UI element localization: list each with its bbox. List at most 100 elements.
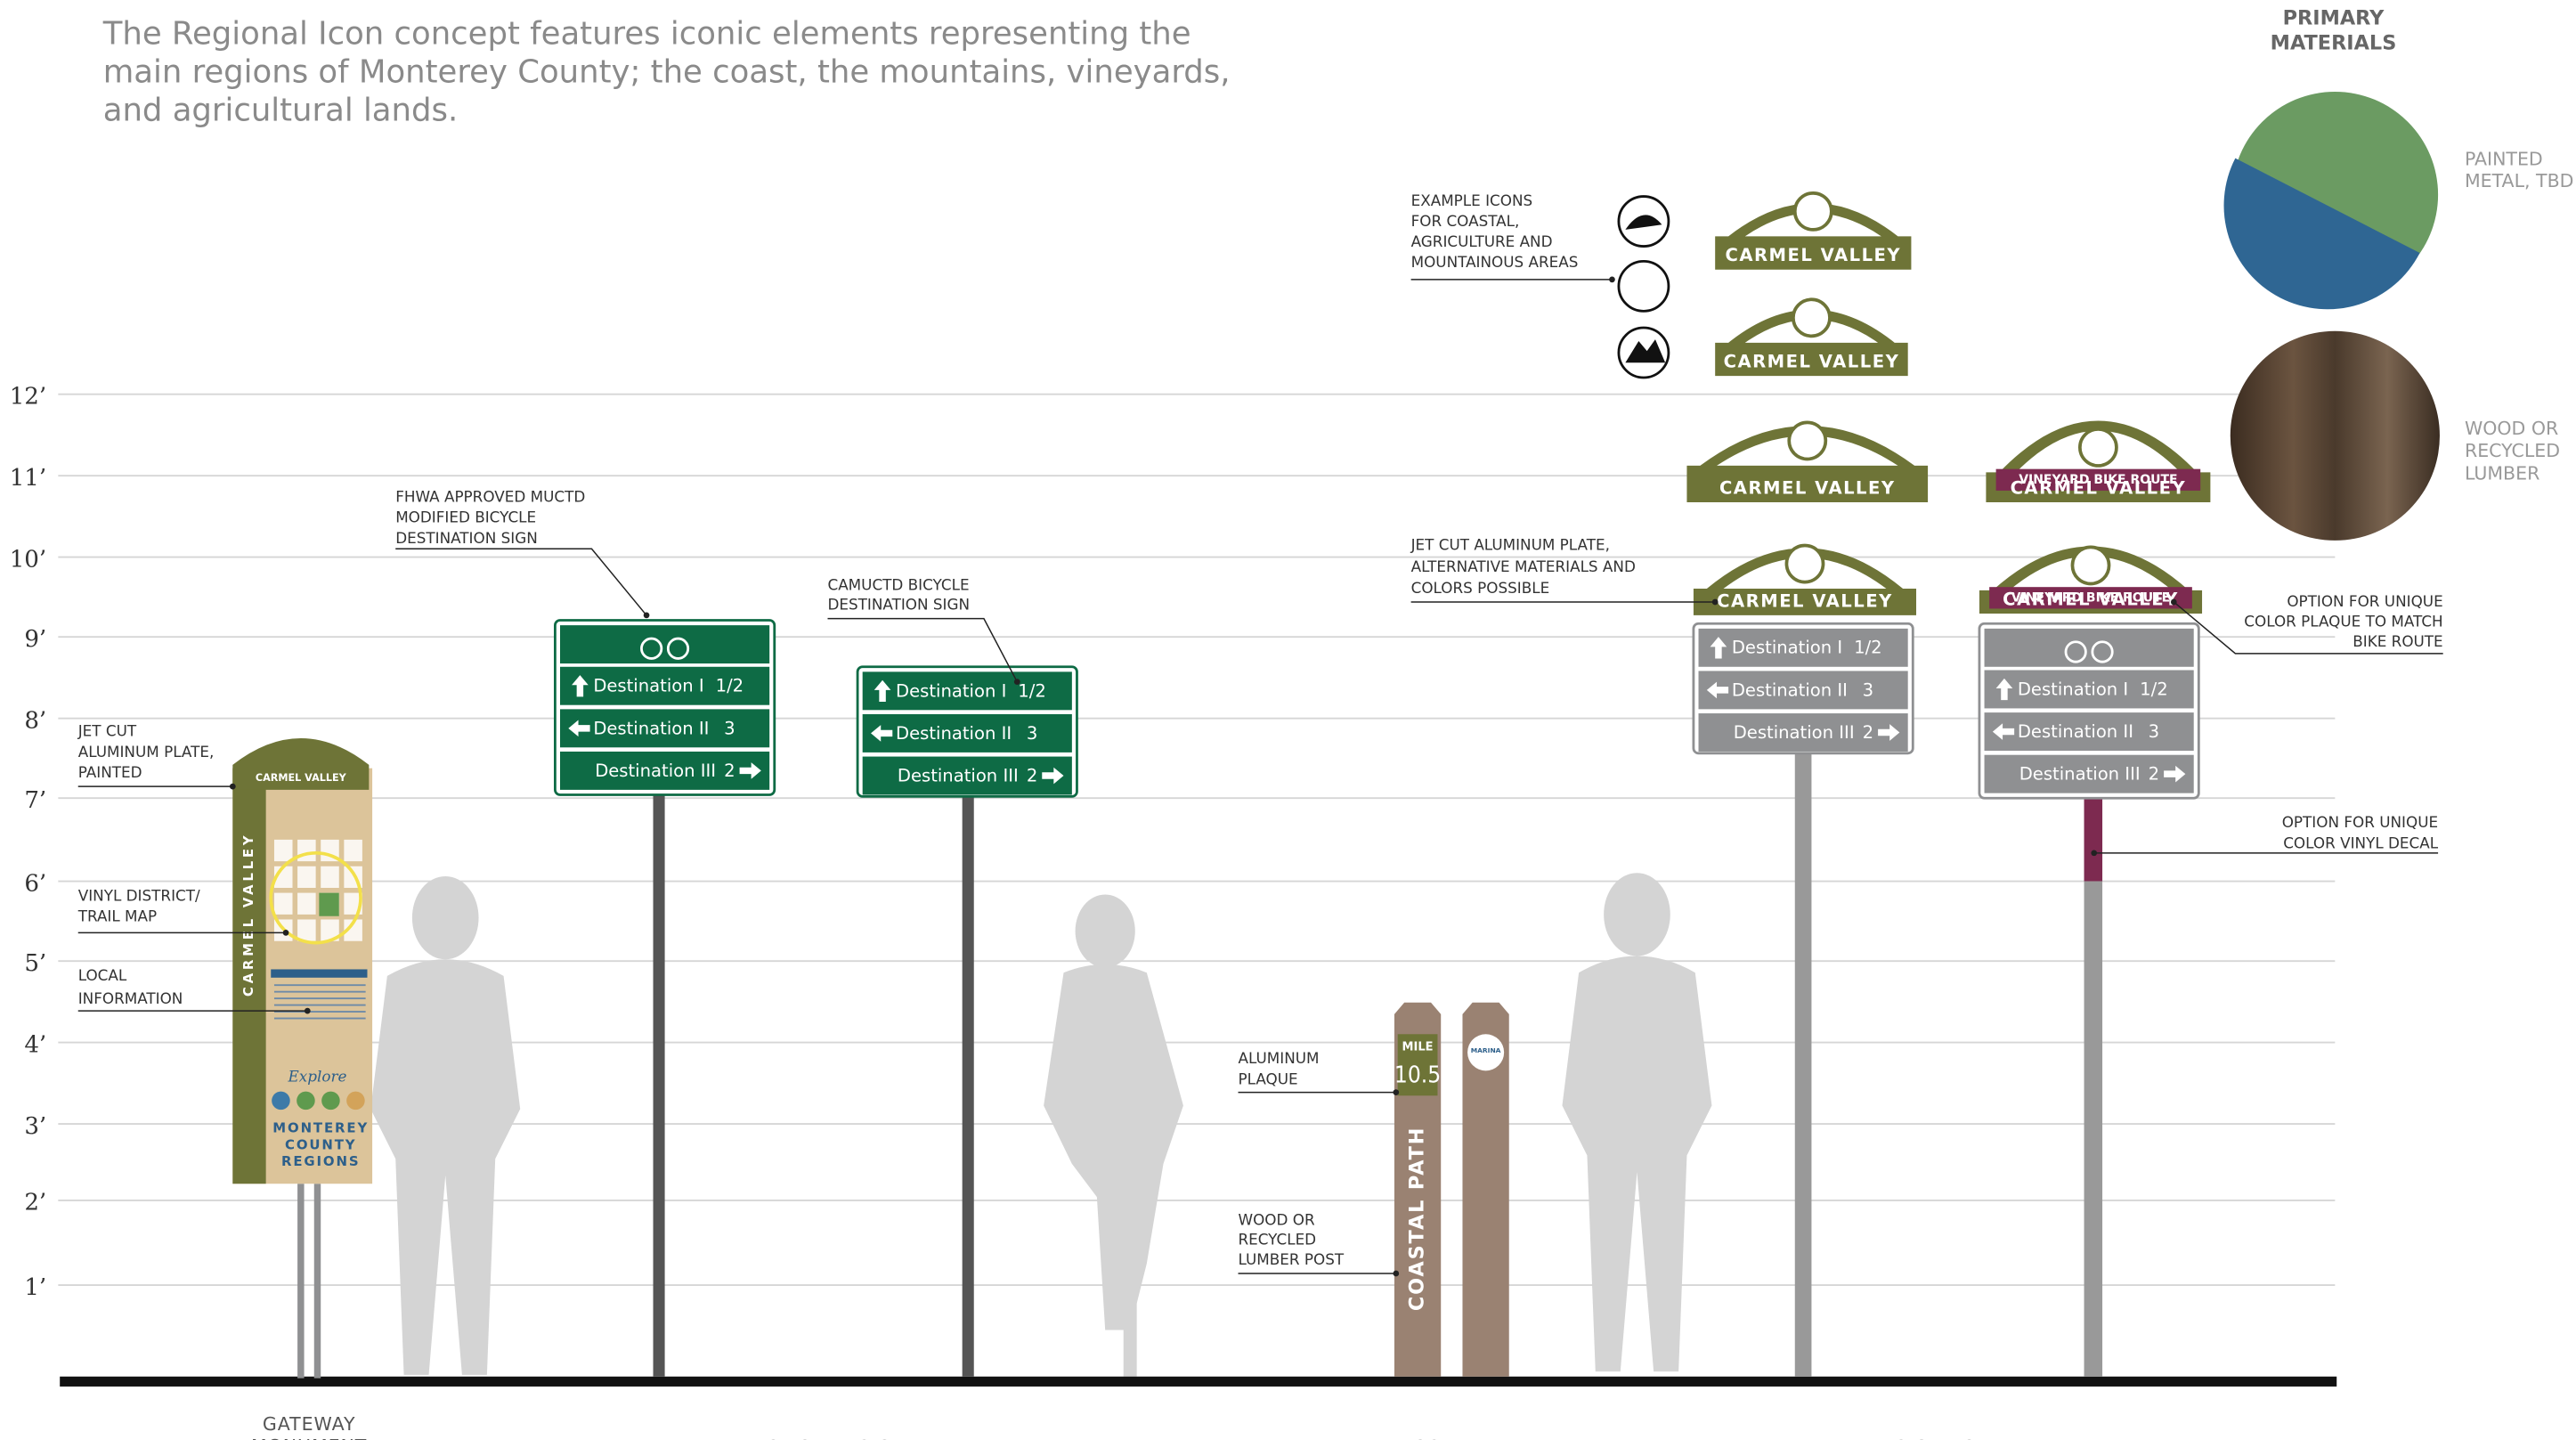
topper-icon bbox=[2080, 429, 2117, 466]
topper-name: CARMEL VALLEY bbox=[1717, 590, 1893, 611]
note-line: PAINTED bbox=[2465, 149, 2543, 170]
leader-dot bbox=[1393, 1089, 1399, 1095]
pole bbox=[654, 794, 665, 1376]
distance: 2 bbox=[1863, 722, 1873, 743]
leader-dot bbox=[644, 613, 650, 619]
note-line: ALTERNATIVE MATERIALS AND bbox=[1411, 557, 1636, 575]
topper-name: CARMEL VALLEY bbox=[1724, 352, 1900, 372]
ground bbox=[60, 1377, 2336, 1387]
sign-diagram: The Regional Icon concept features iconi… bbox=[0, 0, 2576, 1440]
height-label: 4’ bbox=[24, 1031, 46, 1058]
topper-icon bbox=[1793, 299, 1830, 336]
height-label: 1’ bbox=[24, 1274, 46, 1301]
note-line: LOCAL bbox=[78, 966, 127, 984]
region-icon bbox=[297, 1092, 315, 1111]
monument-title: CARMEL VALLEY bbox=[256, 772, 347, 784]
note-line: SIGN TOPPER bbox=[1896, 1436, 2027, 1440]
marina: MARINA bbox=[1471, 1046, 1501, 1054]
height-label: 10’ bbox=[10, 546, 47, 573]
region-icon bbox=[321, 1092, 340, 1111]
note-line: OPTION FOR UNIQUE bbox=[2282, 813, 2438, 831]
post bbox=[297, 1184, 304, 1378]
destination: Destination II bbox=[896, 723, 1012, 744]
distance: 2 bbox=[1027, 765, 1037, 785]
map-tile bbox=[321, 866, 339, 888]
note-line: RECYCLED bbox=[1239, 1231, 1317, 1249]
height-label: 9’ bbox=[24, 626, 46, 653]
destination: Destination III bbox=[2019, 764, 2141, 785]
distance: 2 bbox=[2149, 764, 2159, 785]
height-label: 3’ bbox=[24, 1113, 46, 1140]
map-tile bbox=[274, 893, 293, 915]
note-line: INFORMATION bbox=[78, 989, 183, 1007]
height-label: 11’ bbox=[10, 465, 47, 492]
destination: Destination II bbox=[2018, 721, 2133, 742]
topper-name: CARMEL VALLEY bbox=[2003, 590, 2179, 610]
note-line: WOOD OR bbox=[1239, 1210, 1315, 1228]
region-icon bbox=[272, 1092, 290, 1111]
silhouette bbox=[1044, 964, 1183, 1330]
silhouette bbox=[1076, 894, 1135, 967]
note-line: DESTINATION SIGN bbox=[827, 596, 970, 614]
distance: 3 bbox=[1863, 679, 1873, 700]
leader-dot bbox=[1609, 277, 1615, 283]
distance: 1/2 bbox=[1854, 638, 1882, 658]
note-line: main regions of Monterey County; the coa… bbox=[103, 53, 1231, 90]
note-line: DESTINATION SIGN bbox=[395, 529, 538, 547]
info-row bbox=[274, 997, 366, 999]
info-row bbox=[274, 1005, 366, 1006]
height-label: 2’ bbox=[24, 1190, 46, 1216]
note-line: BIKE ROUTE bbox=[2353, 632, 2442, 650]
map-tile bbox=[297, 893, 316, 915]
topper-icon bbox=[1789, 422, 1825, 459]
topper-icon bbox=[1795, 193, 1832, 230]
leader-line bbox=[395, 549, 646, 615]
silhouette bbox=[1562, 956, 1711, 1372]
distance: 1/2 bbox=[716, 676, 744, 696]
note-line: ALUMINUM PLATE, bbox=[78, 743, 215, 761]
note-line: MODIFIED BICYCLE bbox=[395, 508, 536, 526]
info-bar bbox=[271, 969, 367, 977]
note-line: JET CUT bbox=[77, 722, 137, 740]
note-line: MONTEREY bbox=[272, 1120, 369, 1136]
destination: Destination II bbox=[1732, 679, 1848, 700]
height-label: 6’ bbox=[24, 870, 46, 897]
destination: Destination I bbox=[896, 680, 1006, 701]
distance: 3 bbox=[1027, 723, 1037, 744]
note-line: and agricultural lands. bbox=[103, 92, 459, 128]
mile-number: 10.5 bbox=[1394, 1062, 1441, 1088]
note-line: MOUNTAINOUS AREAS bbox=[1411, 253, 1579, 271]
note-line: GATEWAY bbox=[263, 1413, 356, 1435]
leader-dot bbox=[1712, 599, 1719, 606]
post-text: COASTAL PATH bbox=[1406, 1127, 1429, 1311]
note-line: COUNTY bbox=[285, 1136, 356, 1152]
note-line: MONUMENT bbox=[251, 1436, 367, 1440]
topper-icon bbox=[2072, 547, 2109, 583]
leader-dot bbox=[1393, 1271, 1399, 1277]
topper-icon bbox=[1786, 546, 1823, 582]
topper-name: CARMEL VALLEY bbox=[1725, 245, 1901, 265]
note-line: TRAIL MAP bbox=[77, 907, 157, 925]
note-line: VINYL DISTRICT/ bbox=[78, 886, 200, 904]
note-line: RECYCLED bbox=[2465, 440, 2560, 461]
info-row bbox=[274, 984, 366, 986]
distance: 2 bbox=[724, 761, 735, 781]
note-line: DIRECTIONAL SIGN bbox=[719, 1436, 906, 1440]
note-line: PRIMARY bbox=[2283, 6, 2385, 29]
height-label: 8’ bbox=[24, 707, 46, 734]
note-line: REGIONS bbox=[281, 1153, 360, 1169]
leader-dot bbox=[1014, 679, 1020, 685]
mile: MILE bbox=[1402, 1041, 1434, 1054]
note-line: COLOR PLAQUE TO MATCH bbox=[2244, 612, 2442, 630]
material-swatch bbox=[2231, 331, 2440, 541]
note-line: WOOD OR bbox=[2465, 418, 2558, 439]
destination: Destination I bbox=[2018, 679, 2128, 699]
leader-dot bbox=[305, 1008, 311, 1014]
monument-vertical: CARMEL VALLEY bbox=[240, 833, 256, 997]
sign-header bbox=[1985, 629, 2194, 667]
silhouette bbox=[370, 959, 520, 1375]
height-label: 5’ bbox=[24, 950, 46, 977]
distance: 3 bbox=[724, 718, 735, 738]
note-line: PLAQUE bbox=[1239, 1070, 1298, 1088]
region-icon bbox=[1619, 261, 1669, 311]
